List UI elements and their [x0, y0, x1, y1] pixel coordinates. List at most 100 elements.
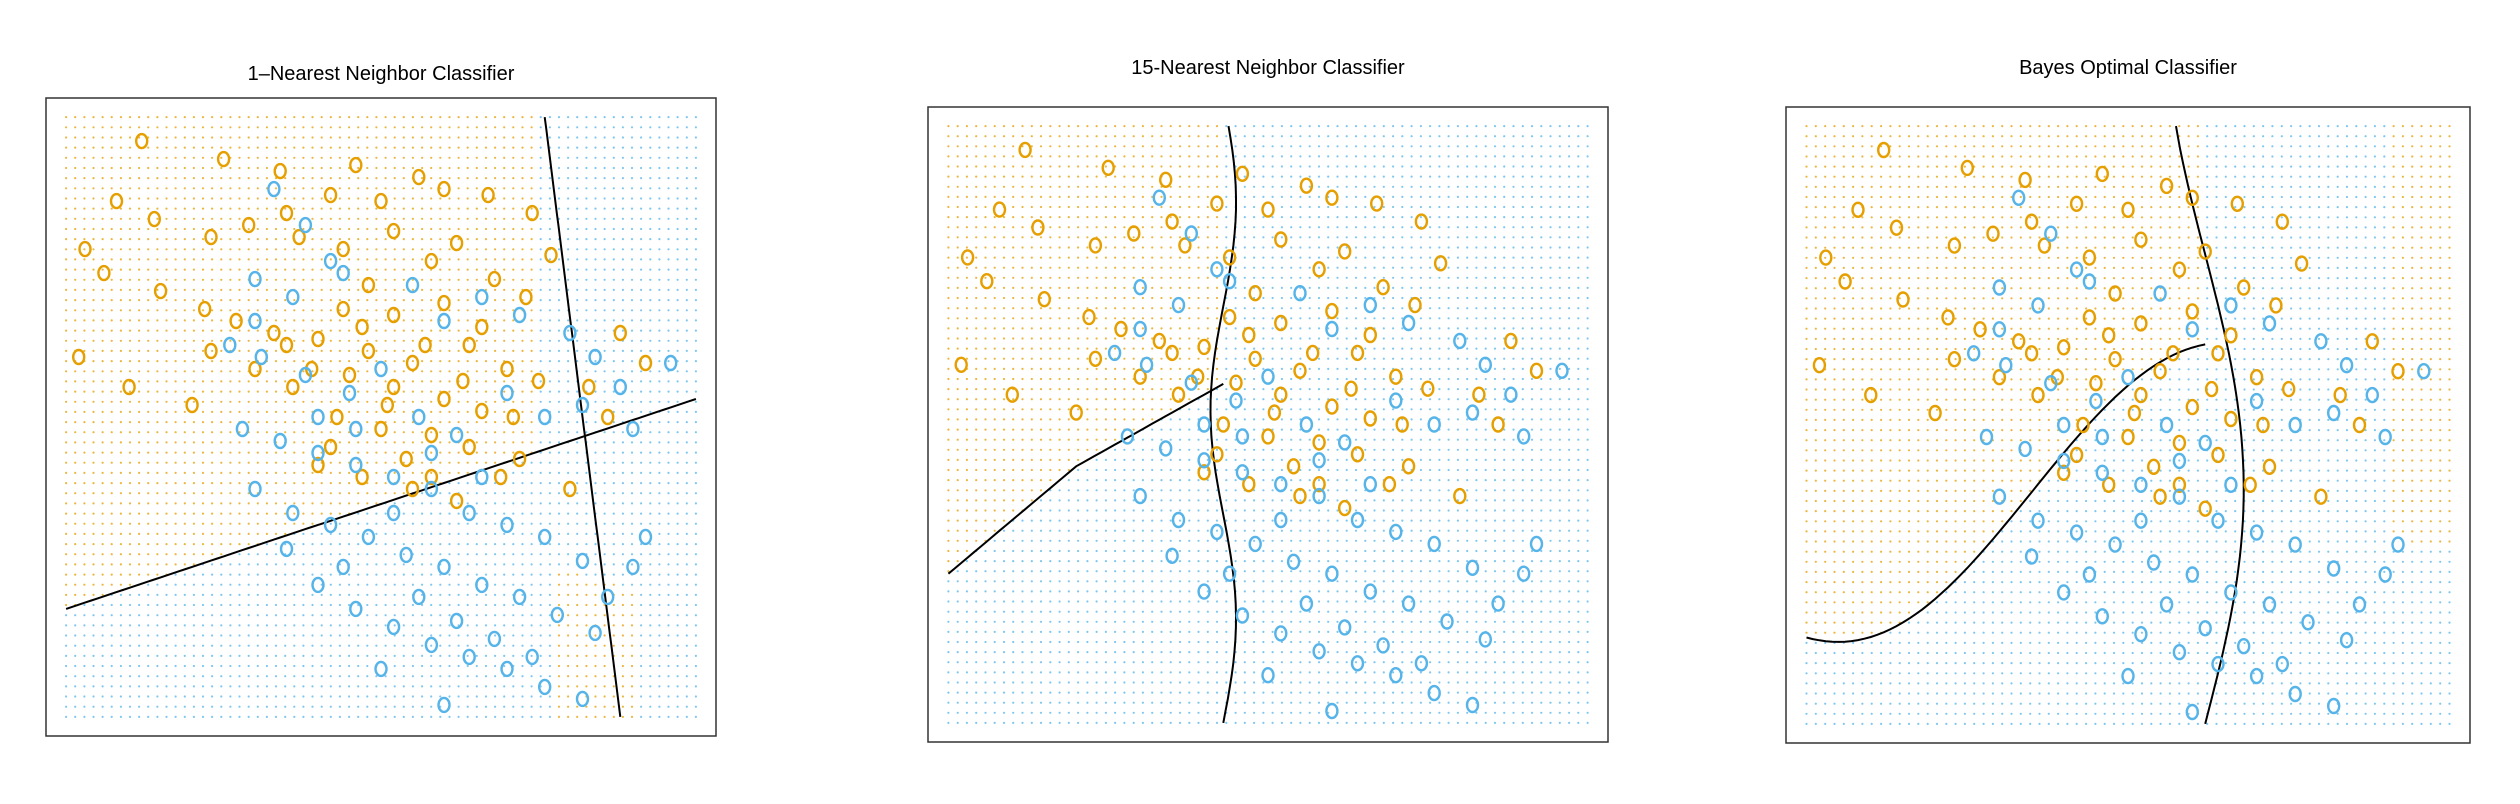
region-dot — [567, 126, 570, 129]
region-dot — [694, 258, 698, 261]
region-dot — [1021, 681, 1024, 684]
region-dot — [329, 278, 332, 281]
region-dot — [1039, 327, 1043, 330]
region-dot — [430, 685, 433, 688]
region-dot — [92, 360, 95, 363]
region-dot — [284, 614, 287, 617]
region-dot — [530, 482, 533, 485]
region-dot — [475, 431, 478, 434]
region-dot — [329, 248, 332, 251]
region-dot — [119, 532, 122, 536]
region-dot — [384, 217, 387, 220]
orange-point — [342, 366, 357, 384]
region-dot — [375, 583, 378, 586]
region-dot — [956, 337, 959, 340]
region-dot — [475, 349, 478, 352]
region-dot — [201, 441, 205, 444]
region-dot — [119, 563, 122, 566]
region-dot — [366, 441, 369, 444]
region-dot — [430, 532, 433, 536]
region-dot — [128, 532, 132, 536]
region-dot — [667, 400, 670, 403]
region-dot — [947, 428, 950, 431]
region-dot — [384, 675, 387, 678]
region-dot — [256, 695, 259, 698]
region-dot — [311, 217, 314, 220]
region-dot — [128, 248, 132, 251]
blue-point — [361, 528, 376, 546]
region-dot — [512, 603, 515, 607]
region-dot — [612, 248, 615, 251]
region-dot — [594, 532, 597, 536]
region-dot — [947, 165, 950, 168]
region-dot — [192, 278, 195, 281]
region-dot — [211, 400, 214, 403]
region-dot — [174, 248, 177, 251]
region-dot — [74, 116, 77, 119]
region-dot — [138, 299, 141, 302]
region-dot — [156, 593, 159, 597]
region-dot — [448, 664, 451, 668]
region-dot — [1012, 549, 1015, 553]
region-dot — [128, 288, 132, 291]
region-dot — [302, 593, 305, 597]
region-dot — [238, 227, 241, 231]
region-dot — [74, 675, 77, 678]
region-dot — [676, 421, 679, 424]
region-dot — [384, 634, 387, 637]
region-dot — [329, 238, 332, 241]
region-dot — [147, 339, 150, 342]
region-dot — [539, 715, 542, 719]
region-dot — [375, 349, 378, 352]
region-dot — [220, 278, 223, 281]
region-dot — [229, 543, 232, 546]
region-dot — [411, 268, 414, 271]
region-dot — [156, 177, 159, 180]
region-dot — [183, 126, 186, 129]
region-dot — [457, 329, 460, 332]
orange-point — [424, 426, 439, 444]
blue-point — [538, 528, 552, 546]
blue-point — [374, 360, 388, 378]
region-dot — [448, 512, 451, 515]
orange-point — [71, 348, 86, 366]
region-dot — [128, 197, 132, 200]
region-dot — [621, 715, 625, 719]
region-dot — [965, 721, 969, 725]
blue-point — [349, 600, 363, 618]
region-dot — [147, 319, 150, 322]
region-dot — [265, 471, 268, 474]
region-dot — [585, 166, 588, 170]
region-dot — [993, 630, 996, 634]
region-dot — [503, 258, 506, 261]
region-dot — [147, 512, 150, 515]
region-dot — [947, 691, 950, 694]
region-dot — [965, 216, 969, 219]
region-dot — [694, 654, 698, 658]
region-dot — [293, 593, 296, 597]
region-dot — [274, 563, 278, 566]
region-dot — [220, 492, 223, 495]
region-dot — [603, 177, 606, 180]
region-dot — [457, 715, 460, 719]
region-dot — [1039, 367, 1043, 370]
region-dot — [110, 126, 113, 129]
region-dot — [174, 390, 177, 393]
region-dot — [448, 380, 451, 383]
region-dot — [630, 146, 634, 149]
region-dot — [1021, 620, 1024, 623]
region-dot — [448, 349, 451, 352]
region-dot — [101, 675, 104, 678]
region-dot — [320, 634, 323, 637]
region-dot — [384, 390, 387, 393]
region-dot — [402, 258, 405, 261]
region-dot — [220, 390, 223, 393]
region-dot — [475, 187, 478, 190]
region-dot — [101, 634, 104, 637]
region-dot — [475, 421, 478, 424]
region-dot — [594, 166, 597, 170]
region-dot — [302, 156, 305, 159]
region-dot — [357, 238, 360, 241]
region-dot — [1039, 681, 1043, 684]
region-dot — [530, 207, 533, 210]
